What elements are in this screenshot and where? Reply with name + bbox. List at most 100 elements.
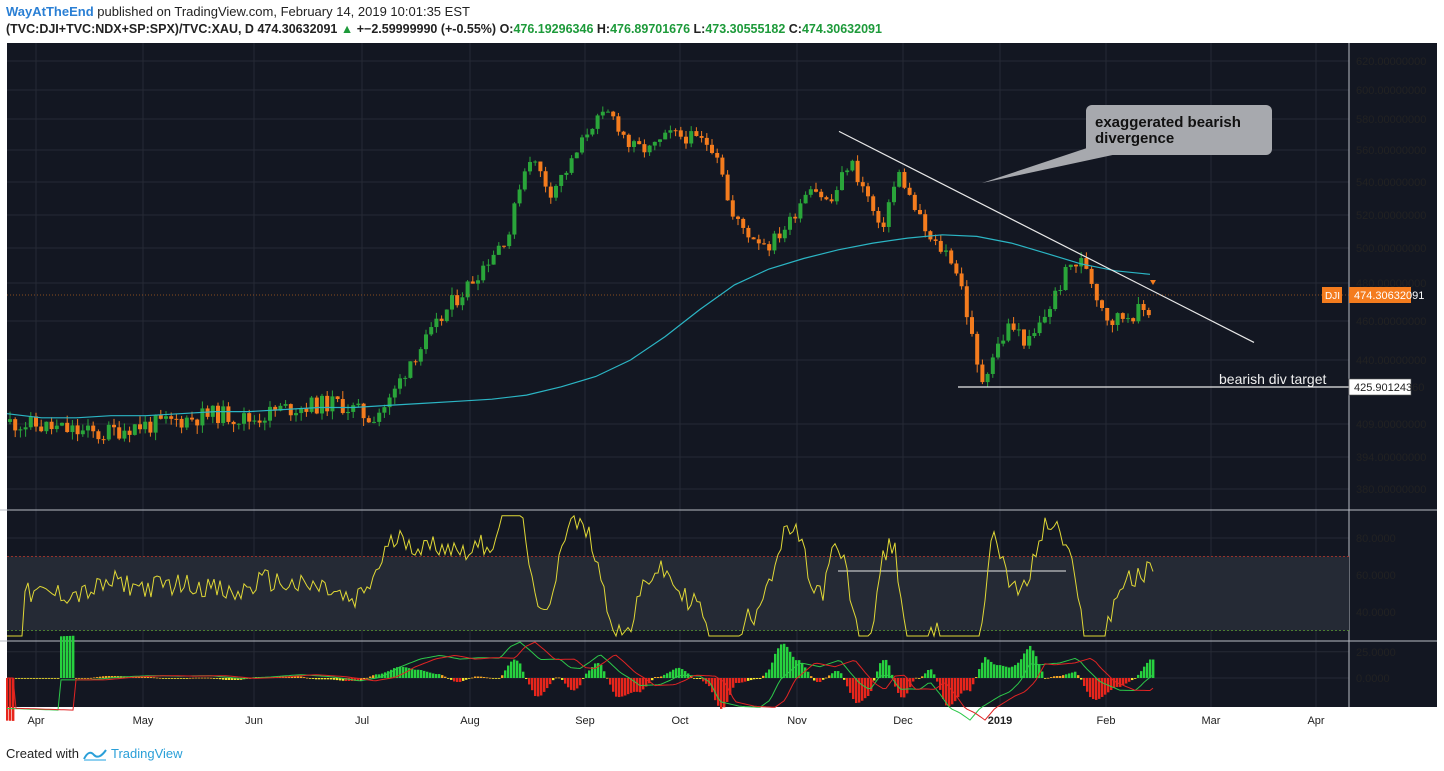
macd-bar xyxy=(72,635,75,678)
macd-bar xyxy=(642,678,645,690)
macd-bar xyxy=(189,677,192,679)
candle-body xyxy=(143,421,148,430)
price-axis-tick: 409.00000000 xyxy=(1356,419,1426,431)
macd-bar xyxy=(825,677,828,679)
candle-body xyxy=(912,194,917,210)
macd-bar xyxy=(510,661,513,678)
candle-body xyxy=(481,265,486,281)
candle-body xyxy=(907,187,912,195)
annotation-callout[interactable]: exaggerated bearish divergence xyxy=(982,105,1272,183)
macd-bar xyxy=(1023,653,1026,678)
candle-body xyxy=(902,172,907,188)
candle-body xyxy=(195,419,200,426)
macd-bar xyxy=(588,670,591,678)
macd-bar xyxy=(585,673,588,678)
macd-bar xyxy=(717,678,720,706)
candle-body xyxy=(60,422,64,426)
candle-body xyxy=(782,229,787,239)
macd-bar xyxy=(1137,674,1140,678)
macd-bar xyxy=(366,677,369,679)
macd-bar xyxy=(528,678,531,685)
price-axis-tick: 380.00000000 xyxy=(1356,484,1426,496)
candle-body xyxy=(299,408,304,414)
candle-body xyxy=(652,141,657,146)
macd-bar xyxy=(771,662,774,678)
macd-bar xyxy=(30,678,33,679)
macd-bar xyxy=(576,678,579,689)
candle-body xyxy=(1063,266,1068,291)
macd-bar xyxy=(1131,678,1134,681)
candle-body xyxy=(44,421,49,432)
candle-body xyxy=(824,197,829,200)
candle-body xyxy=(1027,336,1032,346)
target-price-tag xyxy=(1348,378,1412,396)
macd-bar xyxy=(678,667,681,678)
macd-bar xyxy=(990,661,993,678)
tradingview-brand-link[interactable]: TradingView xyxy=(110,746,183,761)
macd-bar xyxy=(1056,676,1059,678)
target-price-text: 425.90124360 xyxy=(1354,382,1424,394)
macd-bar xyxy=(1005,666,1008,678)
candle-body xyxy=(496,245,501,255)
macd-bar xyxy=(144,677,147,678)
chart-canvas[interactable]: exaggerated bearish divergence bearish d… xyxy=(0,43,1444,740)
macd-bar xyxy=(54,678,57,679)
candle-body xyxy=(455,295,460,306)
candle-body xyxy=(132,424,137,435)
candle-body xyxy=(528,162,532,172)
macd-bar xyxy=(435,674,438,678)
bearish-trendline[interactable] xyxy=(838,130,1255,343)
macd-bar xyxy=(933,674,936,678)
candle-body xyxy=(1115,313,1120,326)
candle-body xyxy=(330,396,335,412)
macd-bar xyxy=(78,678,81,679)
macd-bar xyxy=(234,678,237,680)
candle-body xyxy=(658,139,662,142)
macd-bar xyxy=(51,678,54,679)
time-axis-tick: Aug xyxy=(460,715,480,727)
candle-body xyxy=(86,425,90,431)
macd-bar xyxy=(1068,673,1071,678)
macd-bar xyxy=(390,669,393,678)
macd-bar xyxy=(1053,676,1056,678)
candle-body xyxy=(169,416,174,419)
macd-bar xyxy=(9,678,12,721)
callout-text-line2: divergence xyxy=(1095,130,1174,147)
macd-bar xyxy=(321,678,324,680)
candle-body xyxy=(616,116,621,132)
macd-bar xyxy=(759,678,762,679)
price-axis-tick: 440.00000000 xyxy=(1356,355,1426,367)
macd-bar xyxy=(150,677,153,678)
macd-bar xyxy=(1011,666,1014,678)
candle-body xyxy=(361,403,366,419)
candle-body xyxy=(226,406,231,422)
macd-bar xyxy=(165,678,168,679)
macd-bar xyxy=(507,665,510,678)
macd-bar xyxy=(357,678,360,681)
candle-body xyxy=(429,327,434,335)
macd-bar xyxy=(699,678,702,679)
candle-body xyxy=(1068,264,1073,267)
macd-bar xyxy=(840,673,843,678)
candle-body xyxy=(507,234,512,247)
time-axis-tick: Jun xyxy=(245,715,263,727)
moving-average-line xyxy=(6,234,1151,419)
candle-body xyxy=(1141,303,1146,311)
macd-bar xyxy=(393,668,396,678)
macd-bar xyxy=(915,677,918,679)
candle-body xyxy=(351,405,356,412)
candle-body xyxy=(720,157,725,175)
macd-bar xyxy=(537,678,540,697)
macd-bar xyxy=(1122,678,1125,686)
candle-body xyxy=(918,209,922,215)
candle-body xyxy=(91,425,96,432)
author-link[interactable]: WayAtTheEnd xyxy=(6,4,94,19)
macd-bar xyxy=(750,678,753,681)
candle-body xyxy=(231,421,236,425)
candle-body xyxy=(736,216,740,219)
candle-body xyxy=(179,418,184,428)
macd-bar xyxy=(570,678,573,690)
macd-bar xyxy=(147,677,150,678)
candle-body xyxy=(54,425,59,430)
macd-bar xyxy=(627,678,630,695)
